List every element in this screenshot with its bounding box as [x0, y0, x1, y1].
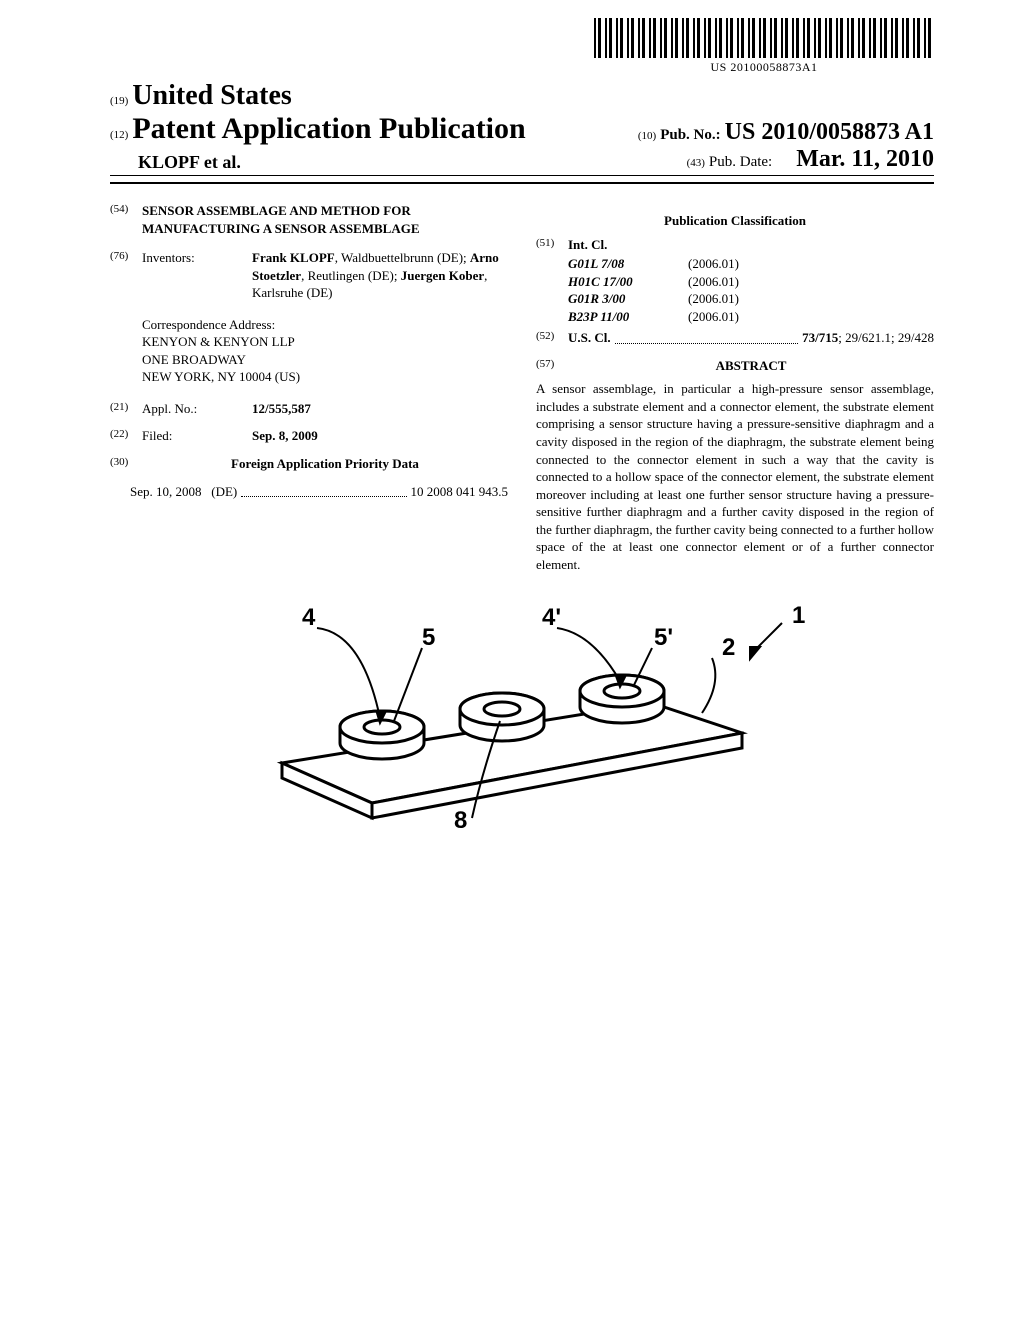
correspondence-block: Correspondence Address: KENYON & KENYON …	[142, 316, 508, 386]
patent-figure: 4 5 4' 5' 2 1 8	[110, 603, 934, 838]
correspondence-label: Correspondence Address:	[142, 316, 508, 334]
fig-label-4p: 4'	[542, 604, 561, 631]
intcl-prefix: (51)	[536, 236, 568, 254]
priority-head: Foreign Application Priority Data	[142, 455, 508, 473]
priority-country: (DE)	[211, 483, 237, 501]
filed-label: Filed:	[142, 427, 252, 445]
appl-number: 12/555,587	[252, 400, 508, 418]
barcode-block: US 20100058873A1	[594, 18, 934, 75]
uscl-main: 73/715	[802, 330, 838, 345]
pubdate-label: Pub. Date:	[709, 154, 772, 170]
barcode-text: US 20100058873A1	[594, 60, 934, 75]
pubno-prefix: (10)	[638, 130, 656, 142]
authors: KLOPF et al.	[110, 152, 241, 173]
pubno: US 2010/0058873 A1	[725, 119, 934, 145]
intcl-row: B23P 11/00(2006.01)	[536, 308, 934, 326]
priority-number: 10 2008 041 943.5	[411, 483, 509, 501]
pubno-label: Pub. No.:	[660, 127, 720, 143]
intcl-row: G01L 7/08(2006.01)	[536, 255, 934, 273]
correspondence-line: KENYON & KENYON LLP	[142, 333, 508, 351]
intcl-label: Int. Cl.	[568, 236, 607, 254]
bibliographic-columns: (54) SENSOR ASSEMBLAGE AND METHOD FOR MA…	[110, 202, 934, 573]
correspondence-line: NEW YORK, NY 10004 (US)	[142, 368, 508, 386]
pubdate: Mar. 11, 2010	[796, 146, 934, 172]
intcl-row: H01C 17/00(2006.01)	[536, 273, 934, 291]
uscl-label: U.S. Cl.	[568, 329, 611, 347]
country: United States	[132, 80, 291, 111]
abstract-head: ABSTRACT	[568, 357, 934, 375]
barcode	[594, 18, 934, 58]
priority-row: Sep. 10, 2008 (DE) 10 2008 041 943.5	[110, 483, 508, 501]
uscl-prefix: (52)	[536, 329, 568, 347]
inventors-label: Inventors:	[142, 249, 252, 302]
priority-date: Sep. 10, 2008	[130, 483, 202, 501]
fig-label-8: 8	[454, 807, 467, 833]
abstract-prefix: (57)	[536, 357, 568, 375]
fig-label-5: 5	[422, 624, 435, 651]
uscl-rest: ; 29/621.1; 29/428	[838, 330, 934, 345]
correspondence-line: ONE BROADWAY	[142, 351, 508, 369]
inventors-num: (76)	[110, 249, 142, 302]
invention-title: SENSOR ASSEMBLAGE AND METHOD FOR MANUFAC…	[142, 202, 508, 237]
filed-date: Sep. 8, 2009	[252, 427, 508, 445]
intcl-year: (2006.01)	[688, 308, 739, 326]
filed-prefix: (22)	[110, 427, 142, 445]
priority-prefix: (30)	[110, 455, 142, 473]
doc-type-prefix: (12)	[110, 129, 128, 141]
fig-label-2: 2	[722, 634, 735, 661]
intcl-row: G01R 3/00(2006.01)	[536, 290, 934, 308]
intcl-code: G01L 7/08	[568, 255, 688, 273]
country-prefix: (19)	[110, 95, 128, 107]
doc-type: Patent Application Publication	[132, 112, 525, 145]
uscl-values: 73/715; 29/621.1; 29/428	[802, 329, 934, 347]
intcl-year: (2006.01)	[688, 255, 739, 273]
intcl-code: G01R 3/00	[568, 290, 688, 308]
document-header: (19) United States (12) Patent Applicati…	[110, 80, 934, 184]
intcl-year: (2006.01)	[688, 273, 739, 291]
intcl-year: (2006.01)	[688, 290, 739, 308]
abstract-text: A sensor assemblage, in particular a hig…	[536, 380, 934, 573]
fig-label-4: 4	[302, 604, 316, 631]
fig-label-5p: 5'	[654, 624, 673, 651]
intcl-code: H01C 17/00	[568, 273, 688, 291]
classification-head: Publication Classification	[536, 212, 934, 230]
pubdate-prefix: (43)	[687, 157, 705, 169]
appl-num-prefix: (21)	[110, 400, 142, 418]
intcl-code: B23P 11/00	[568, 308, 688, 326]
appl-label: Appl. No.:	[142, 400, 252, 418]
fig-label-1: 1	[792, 603, 805, 629]
title-num: (54)	[110, 202, 142, 237]
right-column: Publication Classification (51) Int. Cl.…	[536, 202, 934, 573]
left-column: (54) SENSOR ASSEMBLAGE AND METHOD FOR MA…	[110, 202, 508, 573]
inventors: Frank KLOPF, Waldbuettelbrunn (DE); Arno…	[252, 249, 508, 302]
